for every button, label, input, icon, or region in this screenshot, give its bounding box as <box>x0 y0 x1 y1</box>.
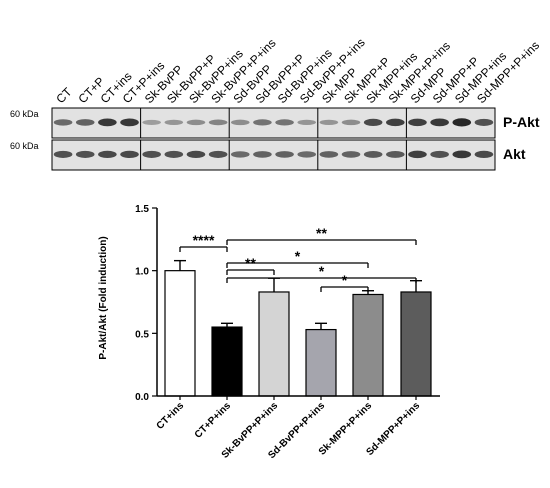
blot-row-label: P-Akt <box>503 114 540 130</box>
blot-band <box>98 150 117 159</box>
bar <box>258 291 290 397</box>
blot-band <box>341 119 361 126</box>
significance-label: **** <box>193 232 215 248</box>
significance-bracket: * <box>226 248 369 268</box>
y-tick-label: 0.5 <box>135 329 149 340</box>
blot-band <box>363 118 383 127</box>
blot-band <box>53 150 73 158</box>
lane-labels: CT CT+PCT+insCT+P+insSk-BvPPSk-BvPP+PSk-B… <box>53 35 542 106</box>
blot-band <box>341 151 361 158</box>
blot-band <box>208 150 228 158</box>
significance-label: * <box>342 272 348 288</box>
blot-band <box>297 151 317 158</box>
blot-band <box>53 119 73 126</box>
blot-band <box>275 151 294 158</box>
significance-bracket: * <box>320 272 369 292</box>
y-tick-label: 1.5 <box>135 204 149 215</box>
blot-band <box>319 151 339 158</box>
lane-label: CT <box>53 84 75 106</box>
blot-band <box>430 118 449 127</box>
blot-band <box>408 150 427 159</box>
blot-band <box>208 119 228 126</box>
x-tick-label: CT+P+ins <box>193 400 234 441</box>
blot-strip <box>51 107 496 139</box>
significance-bracket: ** <box>226 255 275 275</box>
blot-band <box>386 150 405 158</box>
y-tick-label: 0.0 <box>135 392 149 403</box>
blot-band <box>297 119 317 126</box>
blot-band <box>452 150 472 159</box>
significance-bracket: **** <box>179 232 228 252</box>
blot-band <box>164 119 184 126</box>
blot-band <box>386 118 405 127</box>
bar <box>400 291 432 397</box>
y-tick-label: 1.0 <box>135 267 149 278</box>
bars <box>164 259 432 397</box>
kda-label: 60 kDa <box>10 141 39 151</box>
bar <box>305 328 337 397</box>
blot-band <box>142 119 161 125</box>
bar <box>211 326 243 397</box>
blot-row: 60 kDa P-Akt <box>10 107 540 139</box>
y-axis-title: P-Akt/Akt (Fold induction) <box>98 236 109 359</box>
blot-band <box>98 118 117 127</box>
blot-rows: 60 kDa P-Akt 60 kDa Akt <box>10 107 540 171</box>
blot-band <box>275 119 294 126</box>
significance-label: ** <box>245 255 256 271</box>
bar-chart: **** ***** ** CT+ins CT+P+insSk-BvPP+P+insS… <box>98 204 440 461</box>
blot-band <box>142 150 161 158</box>
significance-label: * <box>319 263 325 279</box>
blot-band <box>120 118 139 127</box>
bar <box>352 293 384 397</box>
blot-band <box>75 150 95 158</box>
significance-brackets: **** ***** ** <box>179 225 417 292</box>
blot-band <box>253 119 272 126</box>
blot-band <box>230 151 250 158</box>
blot-band <box>474 150 494 159</box>
blot-row: 60 kDa Akt <box>10 139 526 171</box>
western-blot-panel: CT CT+PCT+insCT+P+insSk-BvPPSk-BvPP+PSk-B… <box>10 35 542 171</box>
blot-band <box>120 150 139 159</box>
bar <box>164 270 196 397</box>
blot-band <box>430 150 449 158</box>
significance-bracket: ** <box>226 225 417 245</box>
blot-row-label: Akt <box>503 146 526 162</box>
x-tick-label: CT+ins <box>155 400 187 432</box>
blot-band <box>164 150 184 158</box>
blot-band <box>253 151 272 158</box>
blot-band <box>75 119 95 126</box>
blot-strip <box>51 139 496 171</box>
blot-band <box>452 118 472 127</box>
blot-band <box>319 119 339 126</box>
blot-band <box>186 150 206 159</box>
blot-band <box>363 150 383 158</box>
blot-band <box>474 118 494 126</box>
kda-label: 60 kDa <box>10 109 39 119</box>
significance-label: ** <box>316 225 327 241</box>
blot-band <box>186 119 206 126</box>
blot-band <box>408 118 427 127</box>
significance-label: * <box>295 248 301 264</box>
blot-band <box>230 119 250 126</box>
